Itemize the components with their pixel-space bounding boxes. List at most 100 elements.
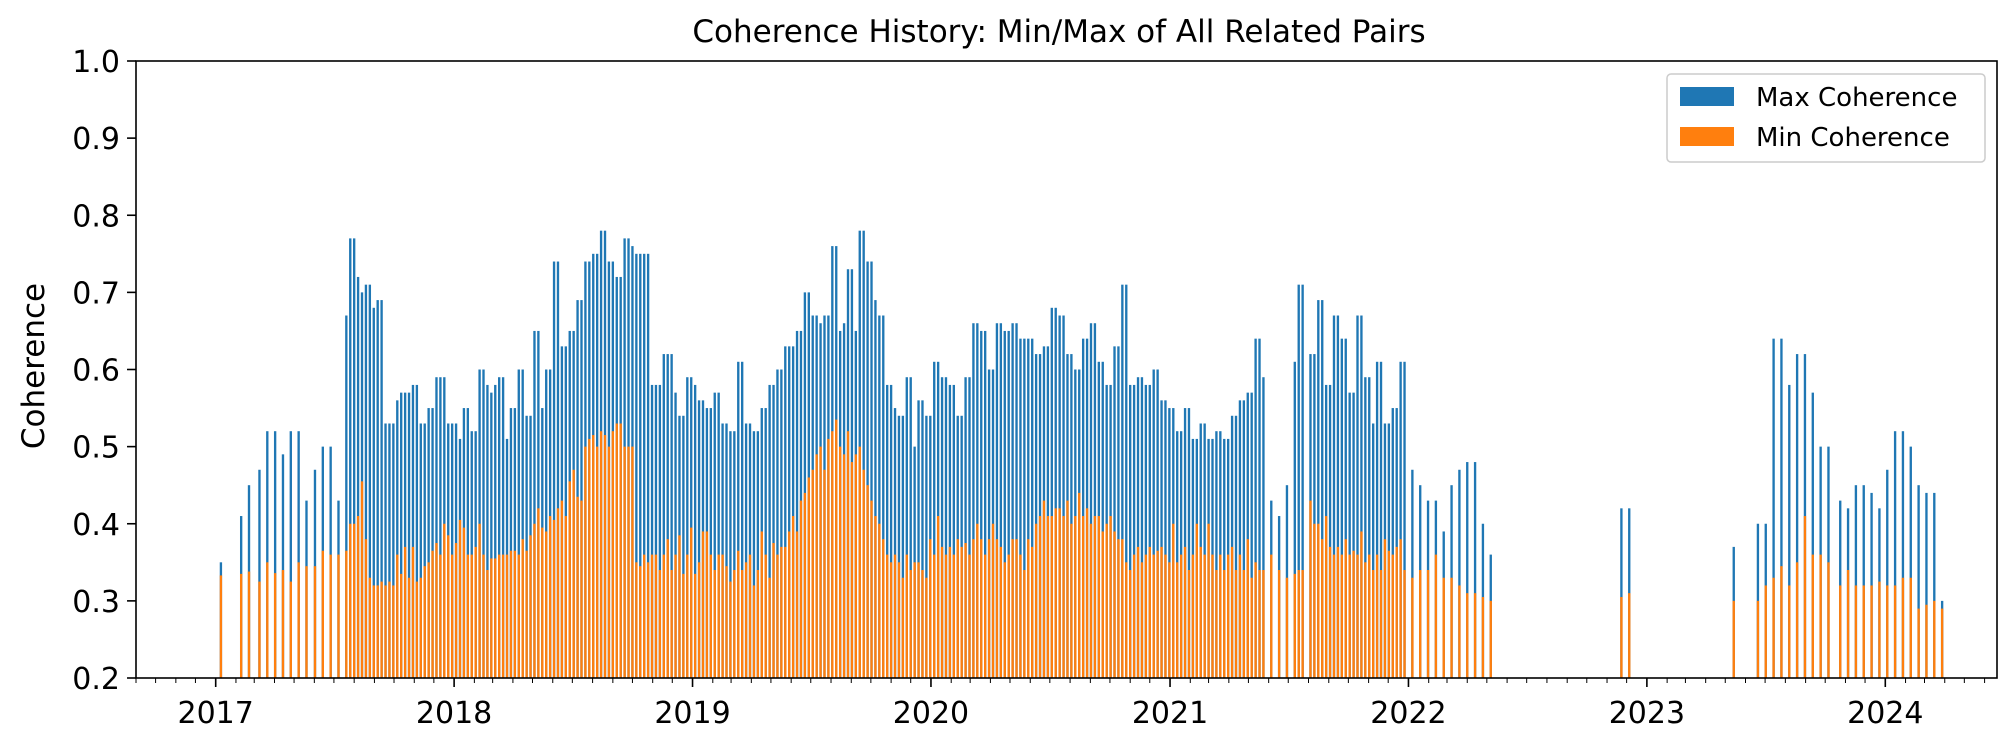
min-coherence-bar bbox=[952, 554, 955, 678]
min-coherence-bar bbox=[266, 562, 269, 678]
max-coherence-bar bbox=[1164, 400, 1167, 678]
max-coherence-bar bbox=[1336, 315, 1340, 678]
min-coherence-bar bbox=[1383, 539, 1387, 678]
max-coherence-bar bbox=[352, 238, 356, 678]
max-coherence-bar bbox=[1183, 408, 1187, 678]
min-coherence-bar bbox=[713, 570, 716, 678]
y-tick-label: 0.3 bbox=[72, 585, 120, 620]
max-coherence-bar bbox=[1317, 300, 1320, 678]
min-coherence-bars bbox=[219, 419, 1944, 678]
max-coherence-bar bbox=[795, 330, 799, 678]
min-coherence-bar bbox=[1152, 554, 1155, 678]
min-coherence-bar bbox=[1917, 608, 1920, 678]
min-coherence-bar bbox=[450, 554, 454, 678]
min-coherence-bar bbox=[1870, 585, 1873, 678]
min-coherence-bar bbox=[1379, 570, 1383, 678]
min-coherence-bar bbox=[744, 562, 748, 678]
max-coherence-bar bbox=[1620, 508, 1623, 678]
min-coherence-bar bbox=[807, 477, 810, 678]
max-coherence-bar bbox=[498, 377, 501, 678]
min-coherence-bar bbox=[1780, 566, 1783, 678]
max-coherence-bar bbox=[1176, 431, 1179, 678]
min-coherence-bar bbox=[823, 469, 826, 678]
min-coherence-bar bbox=[219, 575, 223, 678]
min-coherence-bar bbox=[1258, 570, 1261, 678]
min-coherence-bar bbox=[482, 554, 485, 678]
min-coherence-bar bbox=[627, 446, 630, 678]
min-coherence-bar bbox=[1211, 554, 1214, 678]
min-coherence-bar bbox=[729, 581, 732, 678]
min-coherence-bar bbox=[846, 431, 850, 678]
min-coherence-bar bbox=[360, 481, 364, 678]
min-coherence-bar bbox=[289, 581, 292, 678]
max-coherence-bar bbox=[980, 330, 983, 678]
max-coherence-bar bbox=[803, 292, 807, 678]
max-coherence-bar bbox=[564, 346, 567, 678]
min-coherence-bar bbox=[552, 519, 556, 678]
min-coherence-bar bbox=[592, 435, 595, 678]
max-coherence-bar bbox=[517, 369, 520, 678]
max-coherence-bar bbox=[870, 261, 873, 678]
min-coherence-bar bbox=[1324, 516, 1328, 678]
min-coherence-bar bbox=[1246, 539, 1249, 678]
max-coherence-bar bbox=[1234, 415, 1238, 678]
min-coherence-bar bbox=[635, 562, 638, 678]
max-coherence-bar bbox=[768, 384, 771, 678]
min-coherence-bar bbox=[1148, 546, 1151, 678]
min-coherence-bar bbox=[752, 585, 756, 678]
min-coherence-bar bbox=[521, 539, 524, 678]
max-coherence-bar bbox=[435, 377, 438, 678]
max-coherence-bar bbox=[407, 392, 411, 678]
min-coherence-bar bbox=[1846, 570, 1850, 678]
max-coherence-bar bbox=[1344, 338, 1347, 678]
min-coherence-bar bbox=[384, 585, 387, 678]
max-coherence-bar bbox=[281, 454, 285, 678]
min-coherence-bar bbox=[1121, 539, 1124, 678]
max-coherence-bar bbox=[1129, 384, 1132, 678]
legend-swatch-min bbox=[1680, 127, 1734, 146]
max-coherence-bar bbox=[501, 377, 505, 678]
min-coherence-bar bbox=[756, 570, 760, 678]
min-coherence-bar bbox=[509, 550, 513, 678]
max-coherence-bar bbox=[392, 423, 395, 678]
min-coherence-bar bbox=[1078, 492, 1081, 678]
max-coherence-bar bbox=[411, 384, 415, 678]
min-coherence-bar bbox=[768, 577, 771, 678]
min-coherence-bar bbox=[1034, 523, 1038, 678]
min-coherence-bar bbox=[1027, 539, 1030, 678]
min-coherence-bar bbox=[352, 523, 356, 678]
min-coherence-bar bbox=[1125, 562, 1128, 678]
min-coherence-bar bbox=[1215, 570, 1218, 678]
min-coherence-bar bbox=[1387, 550, 1391, 678]
max-coherence-bar bbox=[933, 361, 936, 678]
max-coherence-bar bbox=[1046, 346, 1050, 678]
legend-swatch-max bbox=[1680, 87, 1734, 106]
max-coherence-bar bbox=[1152, 369, 1155, 678]
max-coherence-bar bbox=[1893, 431, 1897, 678]
min-coherence-bar bbox=[1062, 516, 1065, 678]
max-coherence-bar bbox=[764, 408, 767, 678]
max-coherence-bar bbox=[258, 469, 261, 678]
min-coherence-bar bbox=[827, 438, 830, 678]
min-coherence-bar bbox=[909, 570, 912, 678]
min-coherence-bar bbox=[999, 546, 1003, 678]
max-coherence-bar bbox=[1203, 423, 1206, 678]
min-coherence-bar bbox=[380, 581, 383, 678]
max-coherence-bar bbox=[686, 377, 689, 678]
max-coherence-bar bbox=[1156, 369, 1159, 678]
min-coherence-bar bbox=[878, 523, 881, 678]
max-coherence-bar bbox=[289, 431, 292, 678]
max-coherence-bar bbox=[662, 354, 665, 678]
y-axis-label: Coherence bbox=[16, 283, 52, 449]
min-coherence-bar bbox=[1042, 500, 1046, 678]
min-coherence-bar bbox=[1262, 570, 1265, 678]
min-coherence-bar bbox=[439, 554, 442, 678]
max-coherence-bar bbox=[380, 300, 383, 678]
min-coherence-bar bbox=[1226, 554, 1230, 678]
min-coherence-bar bbox=[1732, 600, 1735, 678]
max-coherence-bar bbox=[682, 415, 685, 678]
min-coherence-bar bbox=[940, 546, 944, 678]
min-coherence-bar bbox=[929, 539, 932, 678]
max-coherence-bar bbox=[1313, 354, 1316, 678]
x-tick-label: 2023 bbox=[1609, 696, 1685, 731]
